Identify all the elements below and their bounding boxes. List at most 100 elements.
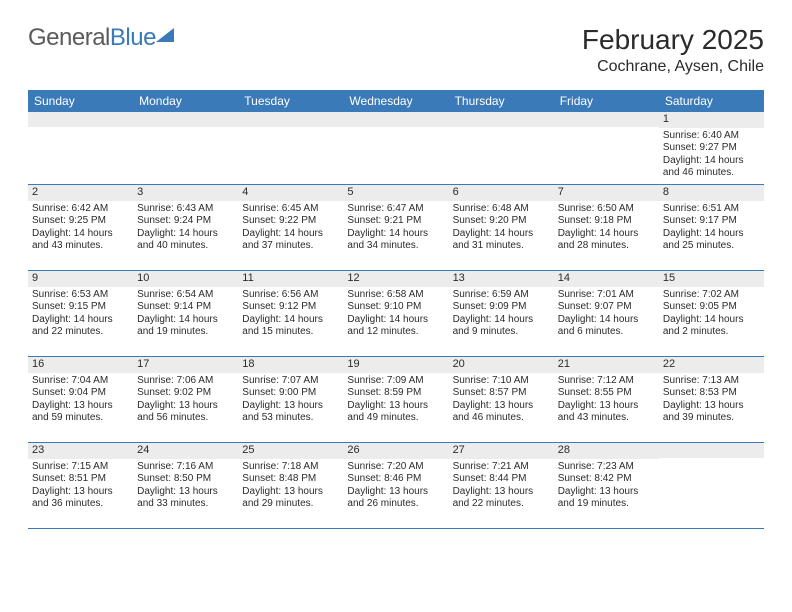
day-number — [659, 443, 764, 458]
day-cell: 4Sunrise: 6:45 AMSunset: 9:22 PMDaylight… — [238, 185, 343, 271]
sunrise-text: Sunrise: 6:51 AM — [663, 203, 760, 216]
day-body: Sunrise: 6:56 AMSunset: 9:12 PMDaylight:… — [238, 287, 343, 343]
sunrise-text: Sunrise: 6:54 AM — [137, 289, 234, 302]
weekday-header-row: SundayMondayTuesdayWednesdayThursdayFrid… — [28, 90, 764, 112]
weekday-header: Sunday — [28, 90, 133, 112]
day-body: Sunrise: 7:07 AMSunset: 9:00 PMDaylight:… — [238, 373, 343, 429]
daylight-text: Daylight: 14 hours and 43 minutes. — [32, 228, 129, 253]
sunset-text: Sunset: 8:59 PM — [347, 387, 444, 400]
day-number: 26 — [343, 443, 448, 459]
day-cell: 24Sunrise: 7:16 AMSunset: 8:50 PMDayligh… — [133, 443, 238, 529]
logo-text-general: General — [28, 24, 110, 51]
day-cell: 5Sunrise: 6:47 AMSunset: 9:21 PMDaylight… — [343, 185, 448, 271]
sunset-text: Sunset: 9:05 PM — [663, 301, 760, 314]
day-cell: 22Sunrise: 7:13 AMSunset: 8:53 PMDayligh… — [659, 357, 764, 443]
day-body: Sunrise: 7:06 AMSunset: 9:02 PMDaylight:… — [133, 373, 238, 429]
sunset-text: Sunset: 8:50 PM — [137, 473, 234, 486]
day-body: Sunrise: 7:13 AMSunset: 8:53 PMDaylight:… — [659, 373, 764, 429]
day-body: Sunrise: 6:54 AMSunset: 9:14 PMDaylight:… — [133, 287, 238, 343]
day-body: Sunrise: 6:50 AMSunset: 9:18 PMDaylight:… — [554, 201, 659, 257]
day-cell — [238, 112, 343, 185]
sunset-text: Sunset: 9:18 PM — [558, 215, 655, 228]
day-body: Sunrise: 6:40 AMSunset: 9:27 PMDaylight:… — [659, 128, 764, 184]
sunrise-text: Sunrise: 7:04 AM — [32, 375, 129, 388]
sunrise-text: Sunrise: 7:16 AM — [137, 461, 234, 474]
day-cell: 27Sunrise: 7:21 AMSunset: 8:44 PMDayligh… — [449, 443, 554, 529]
sunrise-text: Sunrise: 6:48 AM — [453, 203, 550, 216]
calendar-body: 1Sunrise: 6:40 AMSunset: 9:27 PMDaylight… — [28, 112, 764, 529]
sunset-text: Sunset: 8:48 PM — [242, 473, 339, 486]
day-number: 14 — [554, 271, 659, 287]
day-number: 21 — [554, 357, 659, 373]
weekday-header: Tuesday — [238, 90, 343, 112]
sunset-text: Sunset: 9:20 PM — [453, 215, 550, 228]
sunset-text: Sunset: 8:55 PM — [558, 387, 655, 400]
sunrise-text: Sunrise: 6:56 AM — [242, 289, 339, 302]
sunrise-text: Sunrise: 6:40 AM — [663, 130, 760, 143]
day-body: Sunrise: 7:02 AMSunset: 9:05 PMDaylight:… — [659, 287, 764, 343]
day-cell: 10Sunrise: 6:54 AMSunset: 9:14 PMDayligh… — [133, 271, 238, 357]
daylight-text: Daylight: 13 hours and 49 minutes. — [347, 400, 444, 425]
day-cell: 2Sunrise: 6:42 AMSunset: 9:25 PMDaylight… — [28, 185, 133, 271]
sunrise-text: Sunrise: 7:09 AM — [347, 375, 444, 388]
sunset-text: Sunset: 9:10 PM — [347, 301, 444, 314]
day-number: 2 — [28, 185, 133, 201]
calendar-week-row: 1Sunrise: 6:40 AMSunset: 9:27 PMDaylight… — [28, 112, 764, 185]
sunset-text: Sunset: 8:46 PM — [347, 473, 444, 486]
sunset-text: Sunset: 9:07 PM — [558, 301, 655, 314]
location-subtitle: Cochrane, Aysen, Chile — [582, 58, 764, 76]
sunrise-text: Sunrise: 6:53 AM — [32, 289, 129, 302]
daylight-text: Daylight: 13 hours and 53 minutes. — [242, 400, 339, 425]
daylight-text: Daylight: 14 hours and 22 minutes. — [32, 314, 129, 339]
day-body: Sunrise: 6:42 AMSunset: 9:25 PMDaylight:… — [28, 201, 133, 257]
day-cell: 15Sunrise: 7:02 AMSunset: 9:05 PMDayligh… — [659, 271, 764, 357]
daylight-text: Daylight: 13 hours and 46 minutes. — [453, 400, 550, 425]
day-body: Sunrise: 6:48 AMSunset: 9:20 PMDaylight:… — [449, 201, 554, 257]
day-body: Sunrise: 7:23 AMSunset: 8:42 PMDaylight:… — [554, 459, 659, 515]
daylight-text: Daylight: 13 hours and 33 minutes. — [137, 486, 234, 511]
daylight-text: Daylight: 13 hours and 39 minutes. — [663, 400, 760, 425]
daylight-text: Daylight: 14 hours and 25 minutes. — [663, 228, 760, 253]
sunrise-text: Sunrise: 7:15 AM — [32, 461, 129, 474]
daylight-text: Daylight: 14 hours and 19 minutes. — [137, 314, 234, 339]
day-number: 24 — [133, 443, 238, 459]
sunrise-text: Sunrise: 7:01 AM — [558, 289, 655, 302]
sunset-text: Sunset: 8:57 PM — [453, 387, 550, 400]
sunset-text: Sunset: 8:42 PM — [558, 473, 655, 486]
month-title: February 2025 — [582, 24, 764, 56]
sunset-text: Sunset: 9:27 PM — [663, 142, 760, 155]
brand-logo: GeneralBlue — [28, 24, 174, 52]
day-cell: 28Sunrise: 7:23 AMSunset: 8:42 PMDayligh… — [554, 443, 659, 529]
sunrise-text: Sunrise: 6:50 AM — [558, 203, 655, 216]
day-body: Sunrise: 7:16 AMSunset: 8:50 PMDaylight:… — [133, 459, 238, 515]
day-number: 10 — [133, 271, 238, 287]
day-body: Sunrise: 7:09 AMSunset: 8:59 PMDaylight:… — [343, 373, 448, 429]
day-body: Sunrise: 6:45 AMSunset: 9:22 PMDaylight:… — [238, 201, 343, 257]
day-body: Sunrise: 6:53 AMSunset: 9:15 PMDaylight:… — [28, 287, 133, 343]
day-cell — [133, 112, 238, 185]
daylight-text: Daylight: 13 hours and 36 minutes. — [32, 486, 129, 511]
sunset-text: Sunset: 9:04 PM — [32, 387, 129, 400]
sunset-text: Sunset: 9:24 PM — [137, 215, 234, 228]
day-number: 28 — [554, 443, 659, 459]
day-number: 9 — [28, 271, 133, 287]
day-cell: 1Sunrise: 6:40 AMSunset: 9:27 PMDaylight… — [659, 112, 764, 185]
sunrise-text: Sunrise: 7:21 AM — [453, 461, 550, 474]
weekday-header: Thursday — [449, 90, 554, 112]
daylight-text: Daylight: 14 hours and 12 minutes. — [347, 314, 444, 339]
sunrise-text: Sunrise: 7:06 AM — [137, 375, 234, 388]
day-cell: 18Sunrise: 7:07 AMSunset: 9:00 PMDayligh… — [238, 357, 343, 443]
day-cell: 9Sunrise: 6:53 AMSunset: 9:15 PMDaylight… — [28, 271, 133, 357]
daylight-text: Daylight: 14 hours and 34 minutes. — [347, 228, 444, 253]
daylight-text: Daylight: 14 hours and 28 minutes. — [558, 228, 655, 253]
daylight-text: Daylight: 14 hours and 15 minutes. — [242, 314, 339, 339]
weekday-header: Friday — [554, 90, 659, 112]
sunrise-text: Sunrise: 7:13 AM — [663, 375, 760, 388]
sunset-text: Sunset: 9:12 PM — [242, 301, 339, 314]
day-cell: 26Sunrise: 7:20 AMSunset: 8:46 PMDayligh… — [343, 443, 448, 529]
daylight-text: Daylight: 14 hours and 40 minutes. — [137, 228, 234, 253]
daylight-text: Daylight: 13 hours and 56 minutes. — [137, 400, 234, 425]
daylight-text: Daylight: 14 hours and 2 minutes. — [663, 314, 760, 339]
daylight-text: Daylight: 13 hours and 26 minutes. — [347, 486, 444, 511]
daylight-text: Daylight: 13 hours and 43 minutes. — [558, 400, 655, 425]
